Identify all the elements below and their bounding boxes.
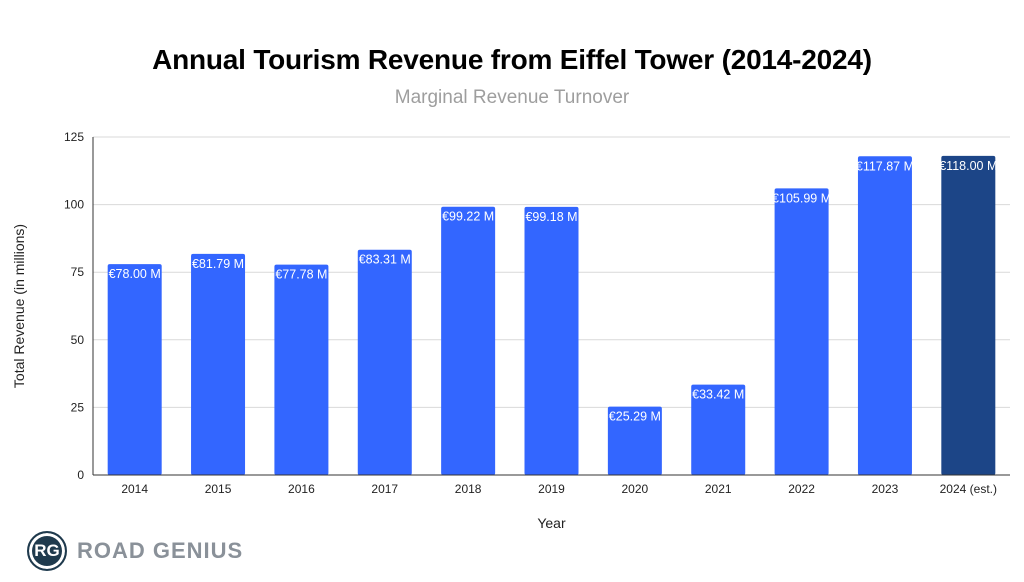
data-labels: €78.00 M €81.79 M €77.78 M €83.31 M €99.22 M… bbox=[109, 159, 998, 424]
x-tick-label: 2016 bbox=[288, 482, 315, 496]
x-tick-label: 2018 bbox=[455, 482, 482, 496]
data-label: €105.99 M bbox=[772, 191, 831, 205]
bar-2015 bbox=[191, 253, 246, 475]
x-tick-label: 2017 bbox=[371, 482, 398, 496]
data-label: €99.22 M bbox=[442, 210, 494, 224]
bar-2018 bbox=[441, 206, 496, 476]
y-tick-label: 0 bbox=[77, 468, 84, 482]
chart-subtitle: Marginal Revenue Turnover bbox=[394, 87, 630, 108]
y-tick-label: 50 bbox=[71, 333, 85, 347]
x-tick-label: 2019 bbox=[538, 482, 565, 496]
x-tick-label: 2022 bbox=[788, 482, 815, 496]
bar-2014 bbox=[107, 264, 162, 475]
bar-2020 bbox=[607, 406, 662, 475]
y-tick-label: 125 bbox=[64, 130, 84, 144]
bar-2023 bbox=[857, 156, 912, 475]
x-tick-label: 2015 bbox=[205, 482, 232, 496]
x-tick-label: 2024 (est.) bbox=[940, 482, 997, 496]
y-axis-ticks: 0 25 50 75 100 125 bbox=[64, 130, 84, 482]
data-label: €33.42 M bbox=[692, 388, 744, 402]
data-label: €77.78 M bbox=[275, 268, 327, 282]
bar-2019 bbox=[524, 206, 579, 476]
bar-2016 bbox=[274, 264, 329, 475]
x-tick-label: 2014 bbox=[121, 482, 148, 496]
x-tick-label: 2020 bbox=[622, 482, 649, 496]
data-label: €99.18 M bbox=[525, 210, 577, 224]
bar-2021 bbox=[691, 384, 746, 475]
bar-2022 bbox=[774, 188, 829, 475]
data-label: €83.31 M bbox=[359, 253, 411, 267]
x-axis-label: Year bbox=[537, 515, 566, 531]
bars bbox=[107, 155, 996, 476]
data-label: €78.00 M bbox=[109, 267, 161, 281]
y-tick-label: 100 bbox=[64, 198, 84, 212]
data-label: €81.79 M bbox=[192, 257, 244, 271]
data-label: €25.29 M bbox=[609, 410, 661, 424]
y-axis-label: Total Revenue (in millions) bbox=[11, 224, 27, 388]
chart-title: Annual Tourism Revenue from Eiffel Tower… bbox=[152, 44, 872, 75]
data-label: €118.00 M bbox=[939, 159, 997, 173]
road-genius-logo: RG ROAD GENIUS bbox=[27, 531, 243, 571]
bar-2024-est bbox=[941, 155, 996, 476]
y-tick-label: 25 bbox=[71, 400, 85, 414]
x-tick-label: 2023 bbox=[872, 482, 899, 496]
x-tick-label: 2021 bbox=[705, 482, 732, 496]
bar-2017 bbox=[357, 249, 412, 475]
logo-text: ROAD GENIUS bbox=[77, 538, 244, 563]
y-tick-label: 75 bbox=[71, 265, 85, 279]
data-label: €117.87 M bbox=[856, 159, 914, 173]
logo-badge-icon: RG bbox=[27, 531, 67, 571]
x-axis-ticks: 2014 2015 2016 2017 2018 2019 2020 2021 2022 2023… bbox=[121, 482, 997, 496]
